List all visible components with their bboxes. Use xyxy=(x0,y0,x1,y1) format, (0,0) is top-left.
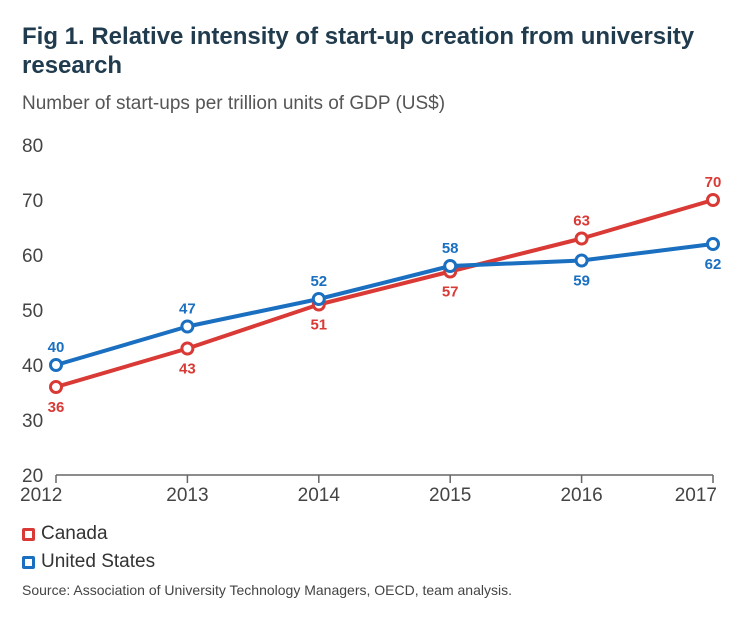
data-label-united-states: 62 xyxy=(705,256,722,273)
canada-swatch-icon xyxy=(22,527,35,541)
x-tick-label: 2017 xyxy=(675,485,717,506)
data-label-canada: 70 xyxy=(705,174,722,191)
data-label-canada: 57 xyxy=(442,284,459,301)
data-point-canada xyxy=(706,193,720,207)
y-tick-label: 80 xyxy=(22,136,43,157)
data-label-united-states: 47 xyxy=(179,301,196,318)
x-tick-label: 2015 xyxy=(429,485,471,506)
data-label-canada: 36 xyxy=(48,399,65,416)
x-tick-label: 2016 xyxy=(560,485,602,506)
series-line-united-states xyxy=(55,242,714,367)
data-point-united-states xyxy=(706,237,720,251)
y-tick-label: 60 xyxy=(22,246,43,267)
y-tick-label: 20 xyxy=(22,466,43,487)
united-states-swatch-icon xyxy=(22,555,35,569)
data-point-canada xyxy=(180,341,195,356)
chart-title: Fig 1. Relative intensity of start-up cr… xyxy=(22,23,695,79)
x-tick-label: 2013 xyxy=(166,485,208,506)
data-label-united-states: 52 xyxy=(310,273,327,290)
series-line-canada xyxy=(55,198,714,389)
y-tick-label: 70 xyxy=(22,191,43,212)
legend-label-canada: Canada xyxy=(41,523,108,544)
data-point-united-states xyxy=(49,358,63,372)
x-tick-label: 2012 xyxy=(20,485,62,506)
series-lines xyxy=(55,198,714,389)
legend-item-canada: Canada xyxy=(22,520,155,548)
data-label-united-states: 58 xyxy=(442,240,459,257)
data-label-canada: 51 xyxy=(310,317,327,334)
data-label-united-states: 59 xyxy=(573,273,590,290)
series-labels: 36 43 51 57 63 70 40 47 52 58 59 62 xyxy=(48,174,722,416)
data-label-canada: 43 xyxy=(179,361,196,378)
legend-label-united-states: United States xyxy=(41,551,156,572)
y-tick-label: 30 xyxy=(22,411,43,432)
legend-item-united-states: United States xyxy=(22,548,155,576)
chart-axes: 20 30 40 50 60 70 80 2012 2013 2014 2015 2016 2017 xyxy=(20,136,717,506)
legend: Canada United States xyxy=(22,520,155,576)
data-point-canada xyxy=(574,231,589,246)
x-tick-label: 2014 xyxy=(298,485,341,506)
y-axis-label: Number of start-ups per trillion units o… xyxy=(22,93,446,114)
data-point-united-states xyxy=(574,253,589,268)
series-points xyxy=(49,193,720,394)
data-label-united-states: 40 xyxy=(48,339,65,356)
data-point-canada xyxy=(49,380,63,394)
data-label-canada: 63 xyxy=(573,213,590,230)
data-point-united-states xyxy=(180,319,195,334)
data-point-united-states xyxy=(311,292,326,306)
y-tick-label: 40 xyxy=(22,356,43,377)
y-tick-label: 50 xyxy=(22,301,43,322)
data-point-united-states xyxy=(443,259,458,273)
source-note: Source: Association of University Techno… xyxy=(22,582,512,598)
